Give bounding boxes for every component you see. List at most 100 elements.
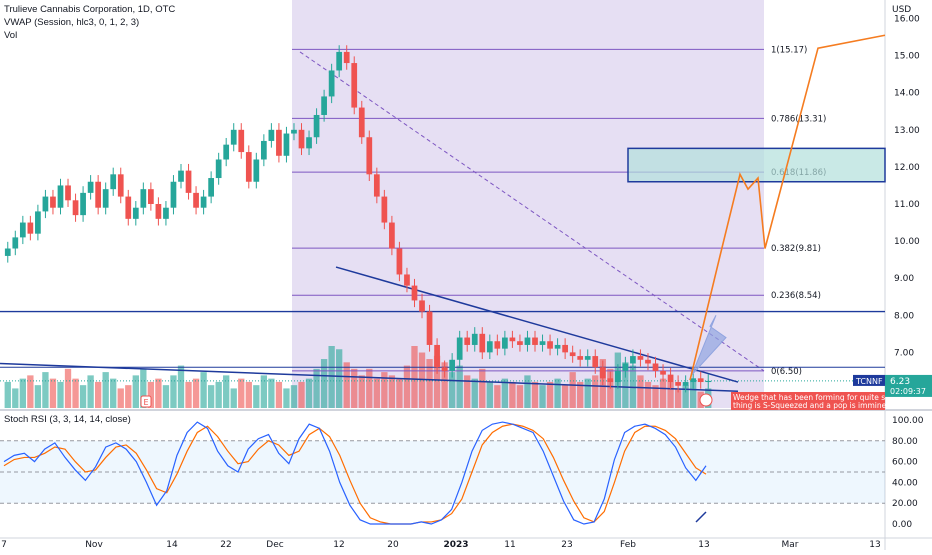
volume-bar (162, 385, 170, 408)
candle-body (464, 337, 471, 345)
candle-body (471, 333, 478, 345)
candle-body (373, 174, 380, 197)
last-price-tag (885, 374, 932, 397)
candle-body (396, 248, 403, 275)
candle-body (87, 181, 94, 193)
time-tick: Nov (85, 540, 103, 550)
time-tick: 23 (561, 540, 572, 550)
candle-body (12, 237, 19, 249)
volume-bar (426, 359, 433, 408)
candle-body (599, 367, 606, 379)
wedge-upper-trendline (335, 266, 739, 383)
volume-bar (358, 375, 365, 408)
candle-body (42, 196, 49, 212)
time-tick: 12 (333, 540, 344, 550)
candle-body (652, 363, 659, 371)
volume-bar (117, 388, 124, 408)
volume-indicator-label[interactable]: Vol (4, 30, 18, 41)
candle-body (690, 378, 697, 383)
candle-body (155, 204, 162, 219)
volume-bar (381, 372, 388, 408)
vwap-indicator-label[interactable]: VWAP (Session, hlc3, 0, 1, 2, 3) (4, 17, 140, 28)
candle-body (614, 370, 621, 383)
note-text-line2: thing is S-Squeezed and a pop is imminen… (733, 401, 896, 410)
volume-bar (215, 381, 222, 408)
volume-bar (140, 368, 147, 408)
volume-bar (290, 385, 298, 408)
rsi-tick: 80.00 (892, 437, 918, 447)
wedge-lower-trendline (0, 362, 739, 393)
candle-body (72, 200, 79, 216)
volume-bar (27, 375, 34, 408)
volume-bar (479, 368, 486, 408)
dividend-icon (699, 393, 713, 407)
stoch-rsi-label[interactable]: Stoch RSI (3, 3, 14, 14, close) (4, 414, 131, 425)
bar-countdown: 02:09:37 (890, 387, 926, 396)
candle-body (102, 189, 109, 208)
volume-bar (313, 368, 320, 408)
volume-bar (433, 355, 441, 408)
candle-body (283, 133, 290, 156)
time-tick: 13 (698, 540, 709, 550)
volume-bar (49, 378, 57, 408)
symbol-title[interactable]: Trulieve Cannabis Corporation, 1D, OTC (4, 4, 176, 15)
candle-body (645, 359, 651, 364)
fib-trend-diagonal (299, 51, 765, 372)
candle-body (50, 196, 56, 208)
volume-bar (320, 359, 328, 408)
volume-bar (351, 368, 358, 408)
volume-bar (690, 381, 697, 408)
candle-body (260, 140, 267, 160)
volume-bar (569, 372, 576, 408)
fib-level-label: 1(15.17) (771, 45, 807, 55)
candle-body (306, 137, 312, 149)
volume-bar (539, 385, 546, 408)
candle-body (291, 129, 297, 134)
volume-bar (622, 362, 629, 408)
volume-bar (366, 368, 373, 408)
earnings-marker (140, 395, 152, 408)
candle-body (456, 337, 463, 360)
candle-body (532, 337, 538, 345)
fib-level-label: 0(6.50) (771, 367, 802, 377)
candle-body (434, 344, 440, 368)
candle-body (35, 211, 41, 234)
candle-body (185, 170, 192, 193)
volume-bar (79, 385, 87, 408)
candle-body (449, 359, 456, 371)
candle-body (358, 107, 365, 138)
candle-body (667, 374, 674, 383)
volume-bar (72, 378, 79, 408)
volume-bar (494, 385, 501, 408)
volume-bar (132, 375, 139, 408)
volume-bar (170, 375, 177, 408)
candle-body (509, 337, 516, 342)
volume-bar (328, 346, 335, 408)
price-tick: 14.00 (894, 89, 920, 99)
candle-body (253, 159, 260, 182)
volume-bar (185, 381, 192, 408)
price-tick: 7.00 (894, 348, 914, 358)
volume-bar (253, 385, 260, 408)
volume-bar (373, 378, 380, 408)
candles (4, 45, 712, 393)
volume-bar (223, 375, 230, 408)
volume-bar (200, 372, 207, 408)
candle-body (547, 341, 553, 349)
candle-body (539, 341, 546, 345)
candle-body (381, 196, 388, 223)
candle-body (584, 356, 591, 360)
volume-bar (283, 388, 290, 408)
candle-body (65, 185, 71, 201)
candle-body (148, 189, 154, 204)
volume-bar (396, 378, 403, 408)
volume-bar (546, 381, 554, 408)
candle-body (502, 337, 508, 349)
volume-bar (388, 375, 396, 408)
time-tick: 7 (1, 540, 7, 550)
candle-body (95, 181, 102, 208)
volume-bar (12, 388, 19, 408)
ticker-tag-label: TCNNF (855, 377, 883, 386)
